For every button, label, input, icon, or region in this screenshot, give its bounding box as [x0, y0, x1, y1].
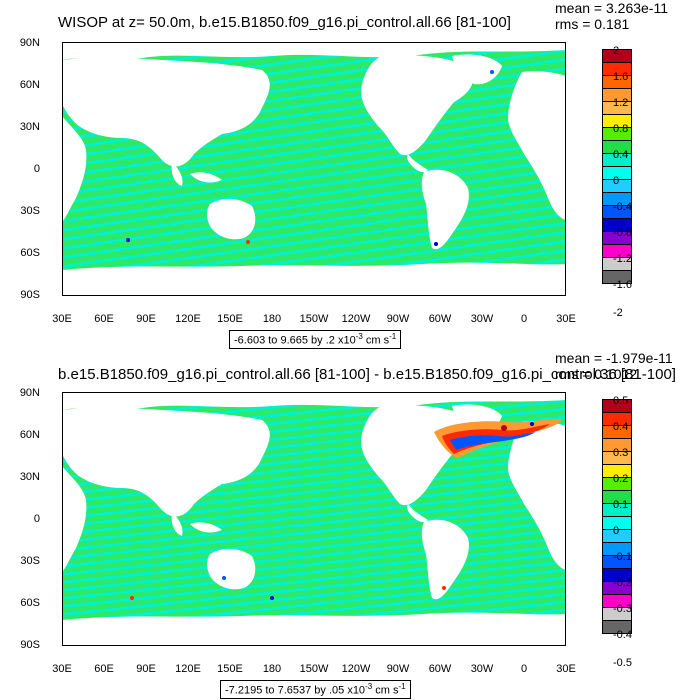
lat-label: 90N — [19, 37, 40, 49]
map-field — [62, 42, 566, 296]
lon-label: 150E — [217, 663, 243, 675]
units-range: -6.603 to 9.665 by .2 x10 — [234, 334, 356, 347]
lon-label: 0 — [520, 313, 528, 325]
colorbar-swatch — [602, 620, 632, 634]
top-map-panel: WISOP at z= 50.0m, b.e15.B1850.f09_g16.p… — [19, 0, 668, 349]
lon-label: 120E — [175, 663, 201, 675]
lon-label: 60W — [428, 313, 452, 325]
colorbar-label: -0.4 — [613, 201, 632, 213]
colorbar-label: 0.2 — [613, 473, 629, 485]
lon-label: 180 — [262, 663, 282, 675]
colorbar-label: -0.4 — [613, 629, 632, 641]
colorbar-label: -1.2 — [613, 253, 632, 265]
lat-label: 60N — [19, 429, 40, 441]
units-box: -6.603 to 9.665 by .2 x10-3 cm s-1 — [229, 330, 402, 349]
mean-stat: mean = -1.979e-11 — [555, 350, 673, 366]
colorbar-label: 0.8 — [613, 123, 629, 135]
lon-label: 90W — [386, 663, 410, 675]
rms-stat: rms = 0.181 — [555, 16, 630, 32]
units-unit: cm s — [372, 684, 399, 697]
lon-label: 90E — [136, 313, 156, 325]
rms-stat: rms = 0.1012 — [555, 366, 638, 382]
units-range: -7.2195 to 7.6537 by .05 x10 — [225, 684, 366, 697]
lat-label: 30N — [19, 471, 40, 483]
lat-label: 90S — [20, 639, 40, 651]
map-plot — [62, 42, 566, 296]
lon-label: 30E — [52, 313, 72, 325]
map-plot — [62, 392, 566, 646]
colorbar-label: -0.1 — [613, 551, 632, 563]
colorbar-label: 0 — [613, 525, 620, 537]
colorbar — [602, 49, 632, 284]
map-field — [62, 392, 566, 646]
lon-label: 60E — [94, 313, 114, 325]
colorbar-label: 0.4 — [613, 149, 629, 161]
lon-label: 120E — [175, 313, 201, 325]
lat-label: 0 — [33, 163, 40, 175]
lat-label: 90S — [20, 289, 40, 301]
colorbar-label: 0 — [613, 175, 620, 187]
lon-label: 30E — [52, 663, 72, 675]
lon-label: 60W — [428, 663, 452, 675]
lon-label: 120W — [341, 663, 371, 675]
units-exponent: -3 — [365, 682, 373, 691]
lat-label: 60S — [20, 597, 40, 609]
lat-label: 30S — [20, 205, 40, 217]
lat-label: 60S — [20, 247, 40, 259]
lon-label: 0 — [520, 663, 528, 675]
lon-label: 150W — [299, 663, 329, 675]
units-box: -7.2195 to 7.6537 by .05 x10-3 cm s-1 — [220, 680, 411, 699]
colorbar-label: 0.3 — [613, 447, 629, 459]
colorbar-label: -1.6 — [613, 279, 632, 291]
colorbar-label: 0.1 — [613, 499, 629, 511]
lon-label: 90E — [136, 663, 156, 675]
lon-label: 180 — [262, 313, 282, 325]
colorbar-label: -2 — [613, 307, 623, 319]
colorbar-label: 0.5 — [613, 395, 629, 407]
lat-label: 60N — [19, 79, 40, 91]
lon-label: 30E — [556, 663, 576, 675]
units-exponent: -3 — [355, 332, 363, 341]
colorbar-label: 1.2 — [613, 97, 629, 109]
colorbar — [602, 399, 632, 634]
lat-label: 30N — [19, 121, 40, 133]
colorbar-label: -0.8 — [613, 227, 632, 239]
lat-label: 30S — [20, 555, 40, 567]
units-unit: cm s — [362, 334, 390, 347]
lat-label: 0 — [33, 513, 40, 525]
panel-title: b.e15.B1850.f09_g16.pi_control.all.66 [8… — [58, 366, 676, 383]
colorbar-label: -0.3 — [613, 603, 632, 615]
bottom-map-panel: b.e15.B1850.f09_g16.pi_control.all.66 [8… — [0, 350, 700, 700]
colorbar-label: 1.6 — [613, 71, 629, 83]
lat-label: 90N — [19, 387, 40, 399]
lon-label: 90W — [386, 313, 410, 325]
colorbar-label: -0.5 — [613, 657, 632, 669]
lon-label: 120W — [341, 313, 371, 325]
colorbar-swatch — [602, 270, 632, 284]
colorbar-label: -0.2 — [613, 577, 632, 589]
lon-label: 30W — [470, 663, 494, 675]
colorbar-label: 2 — [613, 45, 620, 57]
lon-label: 60E — [94, 663, 114, 675]
colorbar-label: 0.4 — [613, 421, 629, 433]
mean-stat: mean = 3.263e-11 — [555, 0, 668, 16]
units-exponent: -1 — [398, 682, 406, 691]
lon-label: 30W — [470, 313, 494, 325]
panel-title: WISOP at z= 50.0m, b.e15.B1850.f09_g16.p… — [58, 14, 511, 31]
lon-label: 150E — [217, 313, 243, 325]
lon-label: 30E — [556, 313, 576, 325]
lon-label: 150W — [299, 313, 329, 325]
units-exponent: -1 — [389, 332, 397, 341]
